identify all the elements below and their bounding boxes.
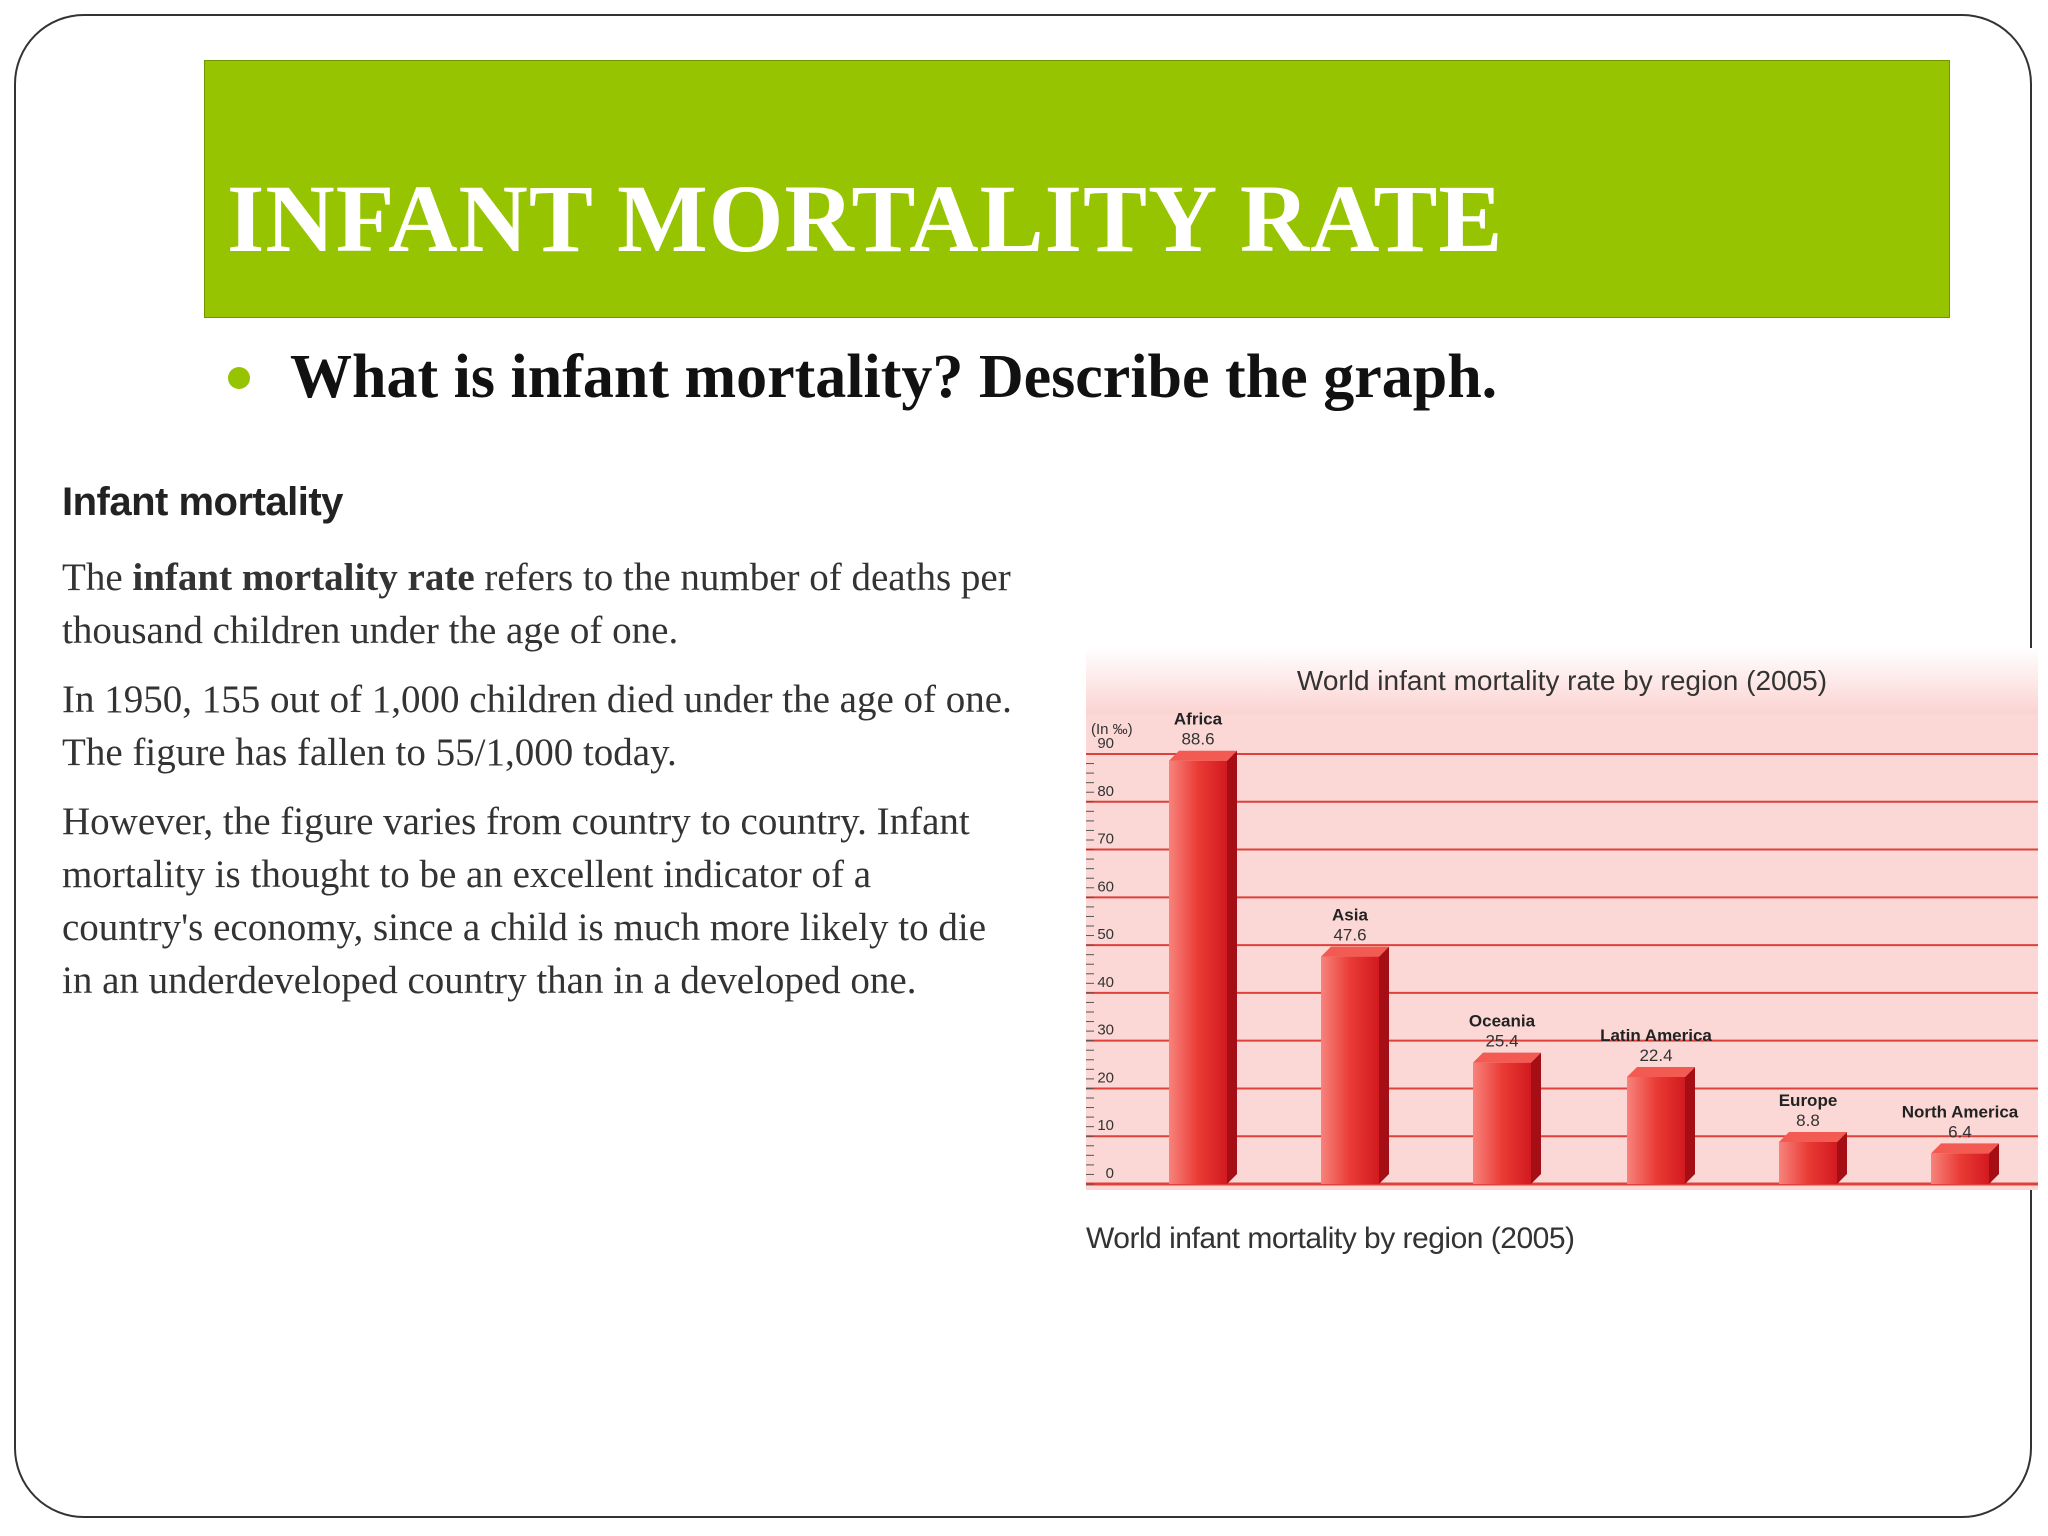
bar-side: [1837, 1131, 1847, 1184]
bar-front: [1169, 760, 1227, 1184]
bar-value-label-asia: 47.6: [1333, 926, 1366, 945]
y-tick-label-50: 50: [1097, 926, 1114, 943]
y-tick-label-60: 60: [1097, 878, 1114, 895]
para1-post: refers to the number of deaths per thous…: [62, 556, 1011, 652]
bar-side: [1227, 750, 1237, 1184]
bar-side: [1379, 946, 1389, 1184]
bar-europe: [1779, 1131, 1847, 1184]
bar-top: [1931, 1143, 1999, 1154]
bar-value-label-latin-america: 22.4: [1639, 1046, 1672, 1065]
y-tick-label-70: 70: [1097, 831, 1114, 848]
gridlines: [1086, 753, 2038, 1186]
text-section: Infant mortality The infant mortality ra…: [62, 480, 1022, 1023]
para1-pre: The: [62, 556, 133, 599]
para1-bold: infant mortality rate: [132, 556, 475, 599]
bar-category-label-africa: Africa: [1174, 710, 1223, 729]
bar-front: [1931, 1153, 1989, 1184]
bar-category-label-oceania: Oceania: [1469, 1012, 1536, 1031]
bar-top: [1627, 1066, 1695, 1077]
bar-north-america: [1931, 1143, 1999, 1184]
paragraph-variation: However, the figure varies from country …: [62, 800, 987, 1002]
chart-caption: World infant mortality by region (2005): [1086, 1222, 1575, 1255]
slide-title: INFANT MORTALITY RATE: [227, 165, 1504, 272]
y-tick-label-40: 40: [1097, 974, 1114, 991]
bar-top: [1169, 750, 1237, 761]
y-axis-unit-label: (In ‰): [1091, 721, 1133, 738]
bar-top: [1321, 946, 1389, 957]
bullet-dot-icon: [228, 366, 250, 389]
chart-container: World infant mortality rate by region (2…: [1086, 648, 2038, 1190]
bar-category-label-latin-america: Latin America: [1600, 1026, 1712, 1045]
bar-front: [1321, 956, 1379, 1184]
chart-title: World infant mortality rate by region (2…: [1297, 665, 1827, 696]
bar-chart: World infant mortality rate by region (2…: [1086, 648, 2038, 1190]
y-axis-ticks: 0 10 20 30 40 50 60 70 80 90: [1086, 735, 1114, 1185]
bar-value-label-europe: 8.8: [1796, 1111, 1820, 1130]
bar-category-label-europe: Europe: [1779, 1091, 1838, 1110]
bar-side: [1531, 1052, 1541, 1184]
chart-title-band: [1086, 648, 2038, 714]
section-heading: Infant mortality: [62, 480, 343, 524]
bar-side: [1989, 1143, 1999, 1184]
title-bar: INFANT MORTALITY RATE: [204, 60, 1950, 318]
y-tick-label-90: 90: [1097, 735, 1114, 752]
bar-top: [1779, 1131, 1847, 1142]
paragraph-definition: The infant mortality rate refers to the …: [62, 551, 1022, 657]
bar-africa: [1169, 750, 1237, 1184]
y-tick-label-80: 80: [1097, 783, 1114, 800]
bar-oceania: [1473, 1052, 1541, 1184]
bar-category-label-north-america: North America: [1902, 1102, 2019, 1121]
bar-top: [1473, 1052, 1541, 1063]
bullet-item: What is infant mortality? Describe the g…: [228, 342, 1497, 413]
bar-category-label-asia: Asia: [1332, 906, 1368, 925]
y-tick-label-30: 30: [1097, 1022, 1114, 1039]
bars: [1169, 750, 1999, 1184]
bar-value-label-north-america: 6.4: [1948, 1122, 1972, 1141]
paragraph-history: In 1950, 155 out of 1,000 children died …: [62, 678, 1012, 774]
bar-value-label-africa: 88.6: [1181, 730, 1214, 749]
bullet-text: What is infant mortality? Describe the g…: [290, 343, 1498, 411]
y-tick-label-10: 10: [1097, 1117, 1114, 1134]
bar-value-label-oceania: 25.4: [1485, 1032, 1518, 1051]
chart-plot-bg: [1086, 714, 2038, 1190]
bar-front: [1473, 1062, 1531, 1184]
bar-latin-america: [1627, 1066, 1695, 1184]
bar-front: [1627, 1076, 1685, 1184]
bar-front: [1779, 1141, 1837, 1184]
bar-side: [1685, 1066, 1695, 1184]
y-tick-label-0: 0: [1106, 1165, 1114, 1182]
bar-asia: [1321, 946, 1389, 1184]
y-tick-label-20: 20: [1097, 1069, 1114, 1086]
